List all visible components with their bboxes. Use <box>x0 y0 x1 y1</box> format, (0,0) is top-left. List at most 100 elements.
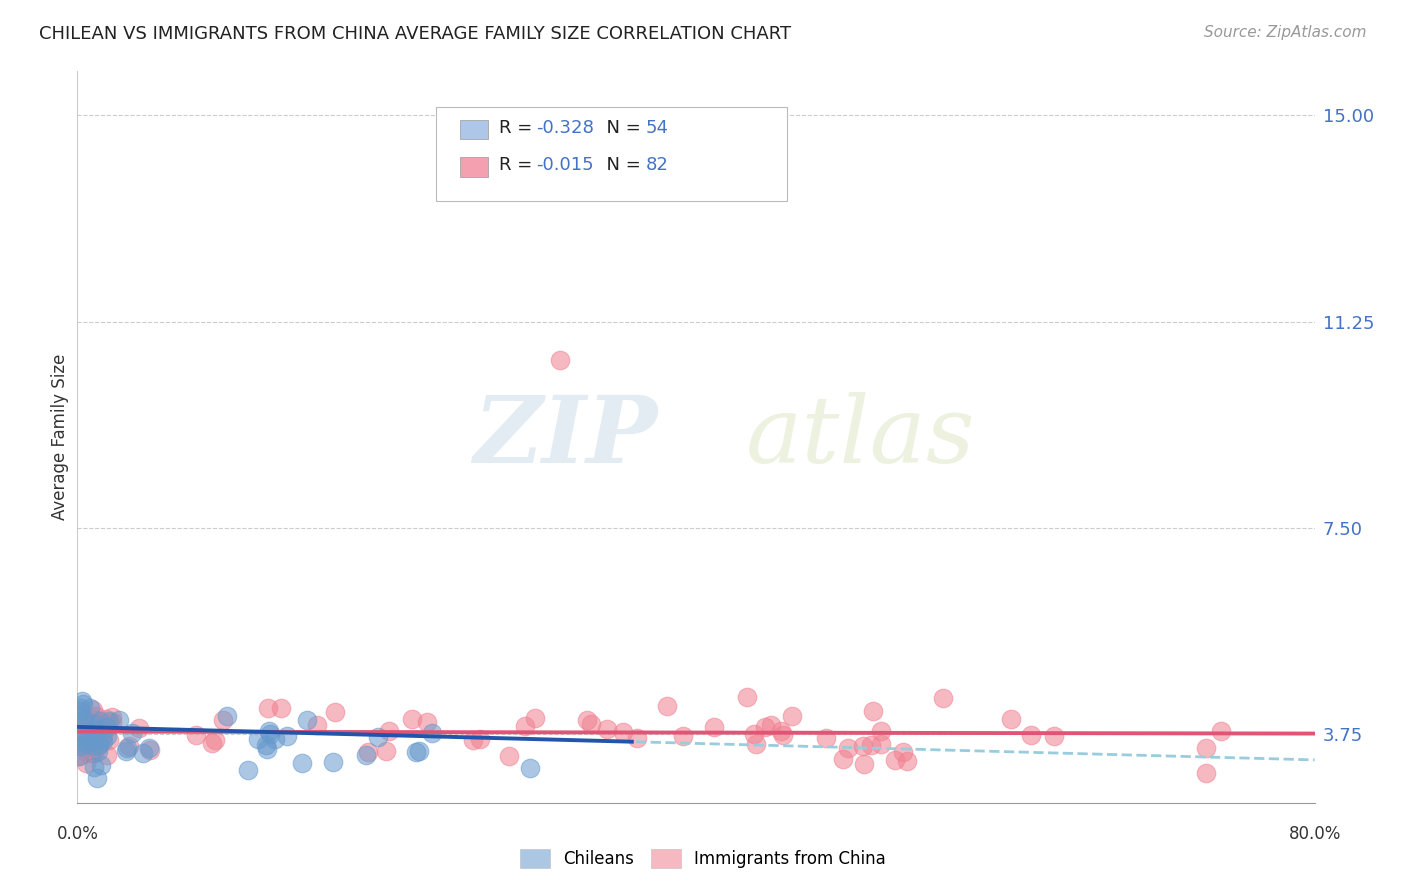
Point <box>1019 728 1042 742</box>
Point <box>73 739 96 754</box>
Point <box>853 756 876 771</box>
Point <box>612 725 634 739</box>
Point <box>87 737 110 751</box>
Point <box>523 711 546 725</box>
Point <box>73 725 96 739</box>
Point <box>884 753 907 767</box>
Point <box>468 731 491 746</box>
Point <box>131 746 153 760</box>
Point <box>80 747 103 761</box>
Point <box>128 721 150 735</box>
Point <box>73 737 96 751</box>
Point <box>70 694 93 708</box>
Point <box>76 721 98 735</box>
Point <box>75 734 97 748</box>
Point <box>322 756 344 770</box>
Point <box>186 729 208 743</box>
Point <box>276 729 298 743</box>
Point <box>870 737 893 751</box>
Text: Source: ZipAtlas.com: Source: ZipAtlas.com <box>1204 25 1367 40</box>
Text: 80.0%: 80.0% <box>1288 825 1341 843</box>
Point <box>84 709 107 723</box>
Point <box>69 705 91 719</box>
Point <box>548 353 571 368</box>
Point <box>139 743 162 757</box>
Text: 82: 82 <box>645 156 668 174</box>
Text: 0.0%: 0.0% <box>56 825 98 843</box>
Point <box>769 723 792 738</box>
Point <box>862 704 884 718</box>
Point <box>270 701 292 715</box>
Point <box>73 712 96 726</box>
Point <box>852 739 875 753</box>
Point <box>101 709 124 723</box>
Point <box>93 726 115 740</box>
Point <box>859 738 882 752</box>
Point <box>742 727 765 741</box>
Point <box>378 723 401 738</box>
Point <box>305 717 328 731</box>
Point <box>72 715 94 730</box>
Point <box>759 718 782 732</box>
Point <box>263 731 285 746</box>
Point <box>82 732 104 747</box>
Point <box>76 746 98 760</box>
Point <box>357 745 380 759</box>
Point <box>87 735 110 749</box>
Point <box>69 739 91 754</box>
Point <box>703 720 725 734</box>
Point <box>89 738 111 752</box>
Point <box>416 715 439 730</box>
Point <box>408 744 430 758</box>
Point <box>626 731 648 746</box>
Text: R =: R = <box>499 156 538 174</box>
Text: N =: N = <box>595 156 647 174</box>
Text: ZIP: ZIP <box>474 392 658 482</box>
Point <box>576 714 599 728</box>
Point <box>367 730 389 744</box>
Point <box>672 729 695 743</box>
Point <box>247 732 270 747</box>
Point <box>201 736 224 750</box>
Point <box>891 745 914 759</box>
Point <box>90 758 112 772</box>
Point <box>96 748 118 763</box>
Point <box>896 754 918 768</box>
Point <box>73 715 96 730</box>
Point <box>405 745 427 759</box>
Point <box>354 747 377 762</box>
Text: CHILEAN VS IMMIGRANTS FROM CHINA AVERAGE FAMILY SIZE CORRELATION CHART: CHILEAN VS IMMIGRANTS FROM CHINA AVERAGE… <box>39 25 792 43</box>
Point <box>67 749 90 764</box>
Point <box>97 714 120 728</box>
Point <box>519 761 541 775</box>
Point <box>420 726 443 740</box>
Point <box>75 756 97 771</box>
Point <box>98 733 121 747</box>
Point <box>72 731 94 745</box>
Point <box>72 697 94 711</box>
Point <box>91 731 114 745</box>
Point <box>79 700 101 714</box>
Point <box>67 707 90 722</box>
Point <box>82 703 104 717</box>
Text: R =: R = <box>499 119 538 136</box>
Point <box>67 748 90 763</box>
Point <box>83 736 105 750</box>
Point <box>77 722 100 736</box>
Point <box>1195 741 1218 756</box>
Text: 54: 54 <box>645 119 668 136</box>
Point <box>86 739 108 754</box>
Point <box>932 691 955 706</box>
Point <box>89 714 111 729</box>
Point <box>238 763 260 777</box>
Point <box>204 732 226 747</box>
Point <box>121 726 143 740</box>
Point <box>254 738 277 752</box>
Y-axis label: Average Family Size: Average Family Size <box>51 354 69 520</box>
Point <box>93 734 115 748</box>
Legend: Chileans, Immigrants from China: Chileans, Immigrants from China <box>513 842 893 875</box>
Point <box>513 719 536 733</box>
Point <box>1000 712 1022 726</box>
Text: atlas: atlas <box>745 392 974 482</box>
Point <box>257 700 280 714</box>
